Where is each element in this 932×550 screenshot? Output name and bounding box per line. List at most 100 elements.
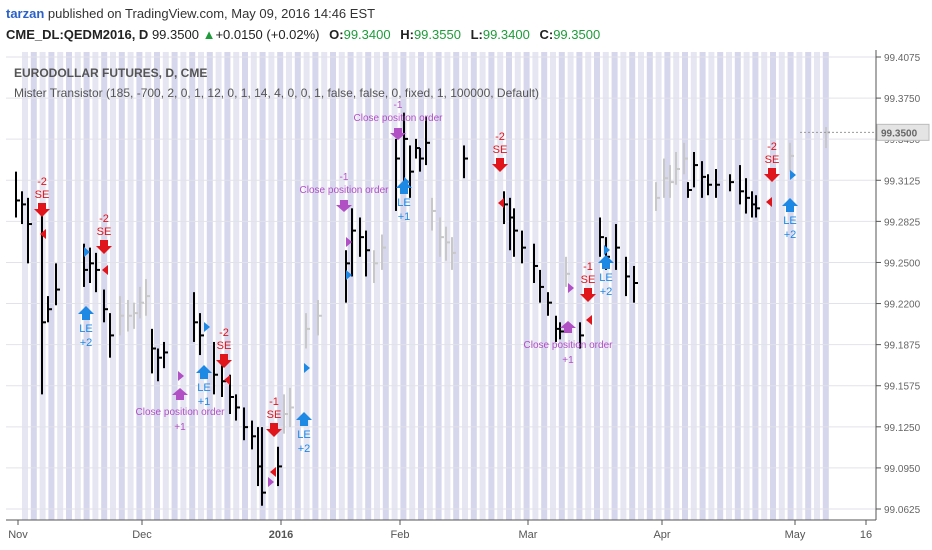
time-tick-label: Apr bbox=[653, 529, 670, 541]
time-tick-label: Mar bbox=[519, 529, 538, 541]
session-band bbox=[646, 52, 653, 520]
session-band bbox=[550, 52, 556, 520]
session-band bbox=[770, 52, 776, 520]
price-tick-label: 99.2500 bbox=[884, 258, 921, 269]
triangle-marker-icon bbox=[346, 270, 352, 280]
signal-qty: -1 bbox=[394, 100, 403, 111]
session-band bbox=[726, 52, 732, 520]
time-axis[interactable]: Nov Dec 2016 Feb Mar Apr May 16 bbox=[8, 520, 872, 541]
session-band bbox=[787, 52, 794, 520]
signal-qty: -1 bbox=[269, 396, 279, 408]
session-band bbox=[189, 52, 196, 520]
session-band bbox=[708, 52, 715, 520]
session-band bbox=[532, 52, 539, 520]
open-value: 99.3400 bbox=[343, 27, 391, 42]
triangle-marker-icon bbox=[102, 265, 108, 275]
session-band bbox=[453, 52, 460, 520]
signal-le: LE +2 bbox=[598, 255, 614, 298]
session-band bbox=[743, 52, 750, 520]
down-arrow-icon bbox=[390, 128, 406, 140]
session-band bbox=[286, 52, 292, 520]
session-band bbox=[523, 52, 530, 520]
price-tick-label: 99.3125 bbox=[884, 176, 921, 187]
session-band bbox=[479, 52, 486, 520]
symbol-label[interactable]: CME_DL:QEDM2016, D bbox=[6, 27, 149, 42]
signal-qty: +1 bbox=[562, 355, 574, 366]
time-tick-label: May bbox=[785, 529, 806, 541]
signal-se: -2SE bbox=[34, 176, 50, 217]
session-band bbox=[48, 52, 55, 520]
session-band bbox=[30, 52, 37, 520]
signal-label: SE bbox=[581, 274, 596, 286]
quote-line: CME_DL:QEDM2016, D 99.3500 ▲+0.0150 (+0.… bbox=[6, 27, 600, 42]
triangle-marker-icon bbox=[766, 197, 772, 207]
triangle-marker-icon bbox=[84, 247, 90, 257]
time-tick-label: 16 bbox=[860, 529, 872, 541]
up-arrow-icon bbox=[196, 365, 212, 379]
session-band bbox=[303, 52, 310, 520]
signal-se: -2SE bbox=[216, 327, 232, 368]
price-tick-label: 99.0625 bbox=[884, 505, 921, 516]
last-price-label: 99.3500 bbox=[881, 128, 918, 139]
triangle-marker-icon bbox=[304, 363, 310, 373]
time-tick-label: 2016 bbox=[269, 529, 293, 541]
session-band bbox=[22, 52, 28, 520]
up-arrow-icon bbox=[78, 306, 94, 320]
triangle-marker-icon bbox=[404, 177, 410, 187]
high-label: H: bbox=[400, 27, 414, 42]
signal-se: -2SE bbox=[96, 213, 112, 254]
triangle-marker-icon bbox=[40, 229, 46, 239]
price-tick-label: 99.1575 bbox=[884, 382, 921, 393]
signal-qty: -2 bbox=[37, 176, 47, 188]
signal-label: LE bbox=[783, 215, 796, 227]
session-band bbox=[101, 52, 108, 520]
signal-le: LE +1 bbox=[196, 365, 212, 408]
time-tick-label: Feb bbox=[391, 529, 410, 541]
down-arrow-icon bbox=[266, 423, 282, 437]
session-band bbox=[127, 52, 134, 520]
ohlc-bars bbox=[15, 112, 760, 506]
session-band bbox=[83, 52, 90, 520]
signal-label: LE bbox=[397, 197, 410, 209]
session-band bbox=[374, 52, 380, 520]
last-price: 99.3500 bbox=[151, 27, 199, 42]
ghost-bars bbox=[119, 127, 830, 434]
indicator-legend[interactable]: Mister Transistor (185, -700, 2, 0, 1, 1… bbox=[14, 86, 539, 100]
down-arrow-icon bbox=[764, 168, 780, 182]
price-tick-label: 99.0950 bbox=[884, 464, 921, 475]
session-band bbox=[250, 52, 257, 520]
session-band bbox=[206, 52, 213, 520]
up-arrow-icon bbox=[598, 255, 614, 269]
signal-close: -1 Close position order bbox=[300, 172, 389, 212]
session-band bbox=[268, 52, 275, 520]
session-band bbox=[514, 52, 521, 520]
session-band bbox=[655, 52, 662, 520]
session-band bbox=[312, 52, 319, 520]
signal-label: SE bbox=[217, 340, 232, 352]
session-band bbox=[585, 52, 592, 520]
signal-label: Close position order bbox=[354, 113, 444, 124]
signal-qty: -1 bbox=[340, 172, 349, 183]
session-band bbox=[796, 52, 803, 520]
signal-qty: +2 bbox=[80, 337, 93, 349]
signal-qty: +1 bbox=[198, 396, 211, 408]
price-tick-label: 99.2200 bbox=[884, 300, 921, 311]
up-triangle-icon: ▲ bbox=[202, 27, 216, 42]
signal-close: Close position order+1 bbox=[524, 321, 613, 366]
session-band bbox=[382, 52, 389, 520]
session-band bbox=[400, 52, 407, 520]
author-link[interactable]: tarzan bbox=[6, 6, 45, 21]
session-band bbox=[673, 52, 680, 520]
signal-close: Close position order+1 bbox=[136, 388, 225, 433]
session-band bbox=[576, 52, 583, 520]
price-axis[interactable]: 99.407599.375099.345099.312599.282599.25… bbox=[800, 53, 930, 516]
session-band bbox=[242, 52, 248, 520]
session-band bbox=[805, 52, 812, 520]
triangle-marker-icon bbox=[346, 237, 352, 247]
signal-label: LE bbox=[599, 272, 612, 284]
signal-qty: -1 bbox=[583, 261, 593, 273]
session-band bbox=[682, 52, 688, 520]
session-band bbox=[717, 52, 724, 520]
triangle-marker-icon bbox=[604, 245, 610, 255]
